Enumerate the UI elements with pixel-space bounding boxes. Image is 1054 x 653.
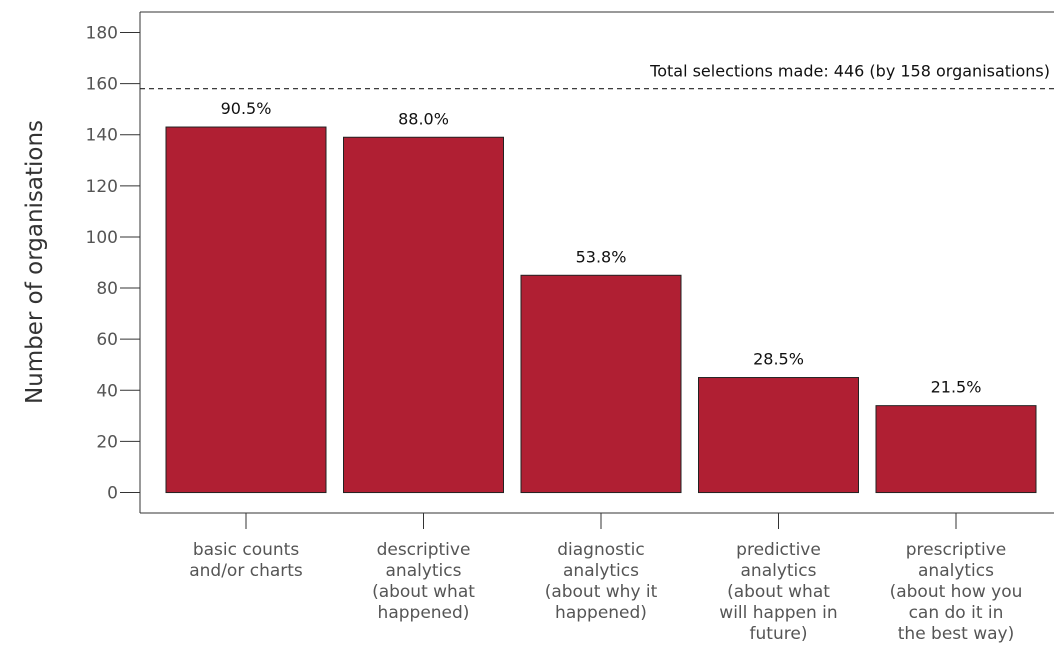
x-tick-label: diagnostic analytics (about why it happened… (545, 540, 658, 623)
y-tick-label: 40 (96, 381, 118, 401)
y-tick-label: 140 (86, 126, 118, 146)
reference-line-annotation: Total selections made: 446 (by 158 organ… (649, 62, 1050, 81)
bar-value-label: 28.5% (753, 350, 804, 369)
bar-value-label: 88.0% (398, 109, 449, 128)
y-tick-label: 0 (107, 484, 118, 504)
bar (698, 377, 859, 494)
y-tick-label: 160 (86, 75, 118, 95)
bar (165, 126, 327, 494)
y-tick-label: 120 (86, 177, 118, 197)
bar (875, 405, 1037, 494)
bar-value-label: 90.5% (221, 99, 272, 118)
y-tick-label: 20 (96, 432, 118, 452)
y-tick-label: 180 (86, 23, 118, 43)
x-tick-label: predictive analytics (about what will happe… (719, 540, 837, 644)
x-tick-label: descriptive analytics (about what happened) (372, 540, 475, 623)
x-tick-label: basic counts and/or charts (189, 540, 303, 581)
bar-value-label: 21.5% (931, 378, 982, 397)
y-axis-label: Number of organisations (22, 120, 48, 404)
y-tick-label: 80 (96, 279, 118, 299)
bar (343, 136, 504, 494)
y-tick-label: 60 (96, 330, 118, 350)
x-tick-label: prescriptive analytics (about how you can d… (890, 540, 1023, 644)
bar-value-label: 53.8% (576, 247, 627, 266)
y-tick-label: 100 (86, 228, 118, 248)
bar (520, 274, 682, 494)
